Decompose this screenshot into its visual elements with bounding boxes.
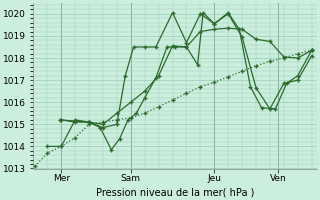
X-axis label: Pression niveau de la mer( hPa ): Pression niveau de la mer( hPa ) <box>96 187 254 197</box>
